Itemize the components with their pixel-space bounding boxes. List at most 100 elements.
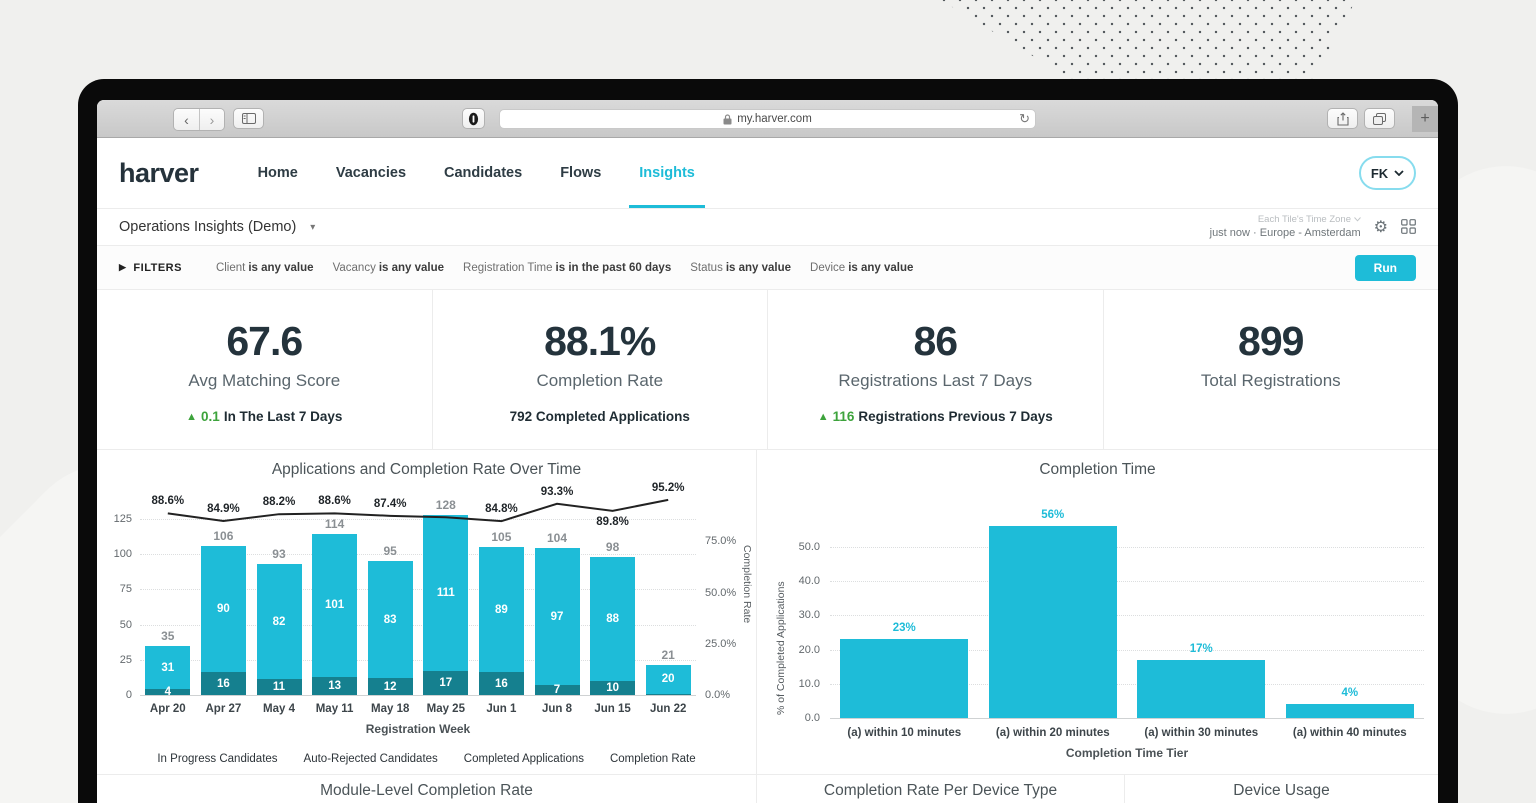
bar-segment-in-progress-candidates[interactable] — [590, 680, 636, 695]
in-progress-value-label: 11 — [272, 681, 286, 694]
show-tabs-button[interactable] — [1364, 108, 1395, 129]
tile-device-usage[interactable]: Device Usage — [1233, 782, 1330, 799]
filter-device[interactable]: Device is any value — [810, 261, 914, 274]
x-axis-title: Registration Week — [365, 722, 471, 736]
bar-segment-in-progress-candidates[interactable] — [423, 671, 469, 695]
lock-icon — [723, 113, 732, 124]
dashboards-grid-icon[interactable] — [1401, 219, 1416, 235]
background-dot-pattern — [940, 0, 1356, 86]
back-button[interactable]: ‹ — [174, 109, 199, 130]
bar-value-label: 56% — [1041, 509, 1065, 522]
filters-expander[interactable]: ▶ FILTERS — [119, 261, 182, 274]
completion-time-bar[interactable] — [1137, 659, 1266, 718]
tile-completion-rate-per-device-type[interactable]: Completion Rate Per Device Type — [757, 775, 1125, 803]
x-axis-tick: Apr 27 — [205, 703, 242, 715]
kpi-avg-matching-score[interactable]: 67.6 Avg Matching Score ▲ 0.1 In The Las… — [97, 290, 433, 449]
settings-gear-icon[interactable]: ⚙ — [1373, 218, 1388, 236]
gridline — [830, 615, 1424, 617]
timezone-mode[interactable]: Each Tile's Time Zone — [1210, 214, 1361, 226]
completion-time-bar[interactable] — [1285, 704, 1414, 718]
bar-segment-completed-applications[interactable] — [478, 546, 524, 673]
bar-segment-completed-applications[interactable] — [200, 545, 246, 673]
bar-segment-completed-applications[interactable] — [312, 534, 358, 677]
x-axis-tick: May 4 — [263, 703, 295, 715]
completion-rate-label: 88.2% — [262, 496, 296, 509]
bar-segment-in-progress-candidates[interactable] — [312, 676, 358, 695]
run-button[interactable]: Run — [1354, 254, 1416, 281]
in-progress-value-label: 17 — [439, 677, 453, 689]
dashboard-dropdown-icon[interactable]: ▾ — [310, 221, 316, 233]
kpi-total-registrations[interactable]: 899 Total Registrations — [1104, 290, 1439, 449]
app-top-nav: harver Home Vacancies Candidates Flows I… — [97, 138, 1438, 209]
y-axis-tick: 50 — [119, 618, 132, 631]
nav-item-candidates[interactable]: Candidates — [444, 165, 523, 181]
bar-value-label: 17% — [1189, 642, 1213, 655]
in-progress-value-label: 12 — [383, 680, 397, 693]
filter-status[interactable]: Status is any value — [690, 261, 792, 274]
filter-registration-time[interactable]: Registration Time is in the past 60 days — [463, 261, 672, 274]
dashboard-header-right: Each Tile's Time Zone just now · Europe … — [1210, 214, 1416, 241]
bar-segment-in-progress-candidates[interactable] — [256, 679, 302, 695]
legend-completion-rate[interactable]: Completion Rate — [609, 753, 696, 765]
legend-auto-rejected-candidates[interactable]: Auto-Rejected Candidates — [303, 753, 438, 765]
completion-time-bar[interactable] — [988, 526, 1117, 718]
new-tab-button[interactable]: + — [1412, 106, 1438, 132]
completion-rate-label: 93.3% — [540, 485, 574, 498]
bar-segment-completed-applications[interactable] — [145, 645, 191, 690]
bar-segment-in-progress-candidates[interactable] — [367, 678, 413, 695]
bar-segment-in-progress-candidates[interactable] — [200, 672, 246, 695]
filter-client[interactable]: Client is any value — [215, 261, 314, 274]
nav-item-home[interactable]: Home — [257, 165, 298, 181]
bar-total-label: 128 — [435, 497, 456, 512]
completion-rate-label: 88.6% — [151, 495, 185, 508]
in-progress-value-label: 16 — [494, 677, 508, 690]
y-axis-tick: 125 — [113, 512, 132, 525]
share-button[interactable] — [1327, 108, 1358, 129]
y-axis-tick: 20.0 — [798, 643, 820, 656]
nav-item-vacancies[interactable]: Vacancies — [335, 165, 407, 181]
harver-logo[interactable]: harver — [119, 157, 199, 188]
bar-segment-completed-applications[interactable] — [645, 665, 691, 694]
gridline — [140, 695, 696, 696]
completed-value-label: 89 — [494, 603, 508, 616]
content-blocker-extension-button[interactable] — [462, 108, 485, 129]
legend-completed-applications[interactable]: Completed Applications — [463, 753, 584, 765]
charts-row: Applications and Completion Rate Over Ti… — [97, 450, 1438, 775]
right-axis-tick: 25.0% — [705, 637, 737, 650]
bar-segment-completed-applications[interactable] — [423, 514, 469, 672]
sidebar-icon — [241, 113, 256, 124]
completion-time-bar[interactable] — [840, 639, 969, 718]
nav-item-insights[interactable]: Insights — [620, 138, 714, 208]
user-menu[interactable]: FK — [1359, 156, 1416, 190]
tile-module-level-completion-rate[interactable]: Module-Level Completion Rate — [97, 775, 757, 803]
bar-segment-in-progress-candidates[interactable] — [478, 672, 524, 695]
completed-value-label: 90 — [216, 602, 230, 615]
kpi-row: 67.6 Avg Matching Score ▲ 0.1 In The Las… — [97, 290, 1438, 450]
bar-segment-completed-applications[interactable] — [256, 563, 302, 680]
refresh-icon[interactable]: ↻ — [1019, 111, 1030, 126]
browser-window: ‹ › my.harver.com ↻ + harv — [97, 100, 1438, 803]
forward-button[interactable]: › — [199, 109, 224, 130]
kpi-registrations-last-7-days[interactable]: 86 Registrations Last 7 Days ▲ 116 Regis… — [768, 290, 1104, 449]
chevron-down-icon — [1394, 170, 1404, 176]
address-bar[interactable]: my.harver.com ↻ — [499, 109, 1036, 129]
chart-title: Completion Time — [1039, 461, 1156, 478]
completion-rate-label: 87.4% — [373, 497, 407, 510]
completion-rate-label: 88.6% — [318, 495, 351, 508]
bar-segment-in-progress-candidates[interactable] — [534, 685, 580, 695]
legend-in-progress-candidates[interactable]: In Progress Candidates — [157, 753, 278, 765]
right-axis-tick: 50.0% — [705, 586, 737, 599]
kpi-completion-rate[interactable]: 88.1% Completion Rate 792 Completed Appl… — [433, 290, 768, 449]
bar-segment-in-progress-candidates[interactable] — [145, 689, 191, 695]
chart-completion-time: Completion Time 0.0 10.0 20.0 30.0 40.0 50.0%… — [757, 450, 1438, 774]
bar-segment-completed-applications[interactable] — [534, 548, 580, 686]
completion-rate-label: 84.9% — [207, 502, 240, 515]
bar-segment-completed-applications[interactable] — [590, 556, 636, 681]
kpi-label: Completion Rate — [536, 371, 664, 390]
bar-segment-completed-applications[interactable] — [367, 561, 413, 679]
sidebar-toggle-button[interactable] — [233, 108, 264, 129]
nav-item-flows[interactable]: Flows — [560, 165, 602, 181]
dashboard-title[interactable]: Operations Insights (Demo) — [119, 219, 297, 235]
bar-segment-in-progress-candidates[interactable] — [645, 693, 691, 695]
filter-vacancy[interactable]: Vacancy is any value — [332, 261, 445, 274]
